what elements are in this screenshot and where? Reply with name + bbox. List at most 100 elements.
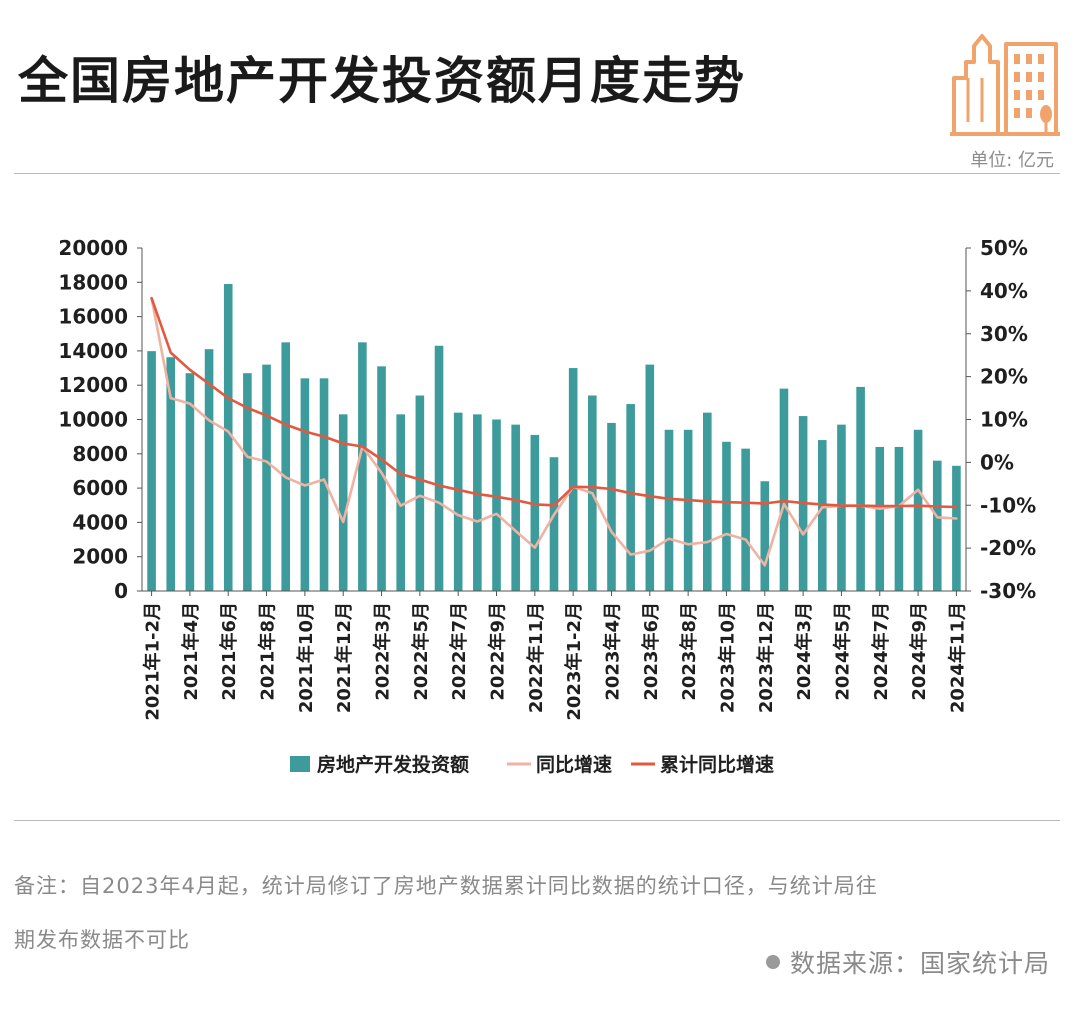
bar: [223, 284, 233, 591]
cumulative-growth-line: [150, 296, 958, 509]
bar: [281, 342, 291, 591]
y-left-tick-label: 6000: [72, 476, 128, 500]
y-left-tick-label: 20000: [58, 236, 128, 260]
bar: [434, 345, 444, 591]
bar: [875, 446, 885, 591]
bar: [741, 448, 750, 591]
bar: [147, 351, 156, 591]
top-divider: [14, 173, 1060, 174]
x-tick-label: 2022年3月: [372, 602, 394, 701]
bar: [568, 368, 578, 591]
x-tick-label: 2023年8月: [678, 602, 700, 701]
y-right-tick-label: -20%: [980, 536, 1036, 560]
y-right-tick-label: -30%: [980, 579, 1036, 603]
footnote-line-2: 期发布数据不可比: [14, 928, 190, 952]
bullet-dot-icon: [765, 955, 780, 969]
x-tick-label: 2023年6月: [640, 602, 662, 701]
bar: [262, 364, 271, 591]
y-right-tick-label: 30%: [980, 322, 1028, 346]
bar: [204, 349, 214, 591]
bar: [837, 424, 846, 591]
legend-label-cumulative: 累计同比增速: [660, 753, 774, 776]
x-tick-label: 2021年10月: [295, 602, 317, 713]
bar: [664, 429, 674, 591]
bar: [243, 373, 252, 591]
bar: [511, 424, 520, 591]
x-tick-label: 2024年3月: [793, 602, 815, 701]
yoy-growth-line: [150, 296, 958, 567]
unit-label: 单位: 亿元: [970, 150, 1054, 171]
bar: [549, 457, 559, 591]
x-tick-label: 2022年7月: [448, 602, 470, 701]
bar: [453, 412, 463, 591]
bar: [683, 429, 693, 591]
bar: [473, 414, 482, 591]
x-tick-label: 2022年9月: [487, 602, 509, 701]
bar: [185, 373, 195, 591]
bar: [779, 388, 789, 591]
x-tick-label: 2023年12月: [755, 602, 777, 713]
x-tick-label: 2022年11月: [525, 602, 547, 713]
legend-bar-swatch: [290, 756, 310, 772]
bottom-divider: [14, 820, 1060, 821]
city-buildings-icon: [950, 34, 1060, 136]
y-right-tick-label: 50%: [980, 236, 1028, 260]
bar: [722, 441, 731, 591]
bar: [338, 414, 348, 591]
x-tick-label: 2024年5月: [831, 602, 853, 701]
y-right-tick-label: 10%: [980, 408, 1028, 432]
y-left-tick-label: 12000: [58, 373, 128, 397]
y-left-tick-label: 14000: [58, 339, 128, 363]
bar: [358, 342, 367, 591]
bar: [913, 429, 923, 591]
data-source: 数据来源：国家统计局: [765, 944, 1050, 980]
x-tick-label: 2021年8月: [257, 602, 279, 701]
y-left-tick-label: 4000: [72, 510, 128, 534]
y-left-tick-label: 0: [114, 579, 128, 603]
x-tick-label: 2021年6月: [218, 602, 240, 701]
bar: [492, 419, 501, 591]
y-left-tick-label: 18000: [58, 270, 128, 294]
investment-chart: 0 2000 4000 6000 8000 10000 12000 14000 16000 180…: [58, 236, 1036, 776]
line-series: [150, 296, 958, 567]
x-tick-label: 2024年9月: [908, 602, 930, 701]
x-tick-label: 2024年11月: [946, 602, 968, 713]
page-title: 全国房地产开发投资额月度走势: [18, 52, 746, 110]
legend-label-yoy: 同比增速: [536, 753, 612, 776]
y-right-tick-label: 20%: [980, 365, 1028, 389]
legend-label-investment: 房地产开发投资额: [317, 753, 469, 776]
x-tick-label: 2021年12月: [333, 602, 355, 713]
y-right-tick-label: 40%: [980, 279, 1028, 303]
bar: [530, 434, 540, 591]
bar: [396, 414, 405, 591]
bar: [166, 357, 176, 591]
x-tick-label: 2023年4月: [601, 602, 623, 701]
bar: [626, 404, 635, 591]
y-right-tick-label: 0%: [980, 450, 1014, 474]
bar: [817, 440, 827, 591]
bar: [856, 386, 865, 591]
x-tick-label: 2023年1-2月: [563, 602, 585, 721]
chart-legend: 房地产开发投资额 同比增速 累计同比增速: [290, 753, 774, 776]
bar-series: [147, 284, 961, 591]
y-right-tick-label: -10%: [980, 493, 1036, 517]
y-left-tick-label: 10000: [58, 408, 128, 432]
bar: [932, 460, 942, 591]
bar: [952, 465, 961, 591]
x-tick-label: 2022年5月: [410, 602, 432, 701]
y-left-tick-label: 8000: [72, 442, 128, 466]
bar: [607, 422, 616, 591]
bar: [760, 481, 770, 591]
x-tick-label: 2023年10月: [716, 602, 738, 713]
y-left-tick-label: 2000: [72, 545, 128, 569]
bar: [645, 364, 655, 591]
x-tick-label: 2021年4月: [180, 602, 202, 701]
x-tick-label: 2021年1-2月: [142, 602, 164, 721]
data-source-text: 数据来源：国家统计局: [789, 949, 1050, 978]
chart-axes: 0 2000 4000 6000 8000 10000 12000 14000 16000 180…: [58, 236, 1036, 721]
footnote-line-1: 备注：自2023年4月起，统计局修订了房地产数据累计同比数据的统计口径，与统计局…: [14, 874, 878, 898]
x-tick-label: 2024年7月: [870, 602, 892, 701]
bar: [319, 378, 329, 591]
bar: [377, 366, 386, 591]
y-left-tick-label: 16000: [58, 305, 128, 329]
